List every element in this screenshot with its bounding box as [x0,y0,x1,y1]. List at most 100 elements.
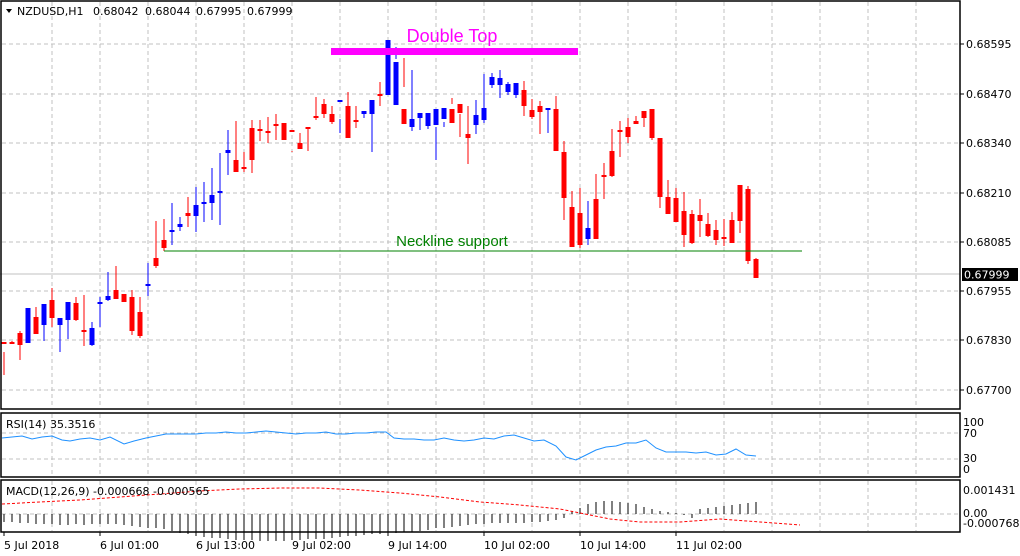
vertical-grid-rsi [51,414,917,476]
open-value: 0.68042 [93,5,139,18]
high-value: 0.68044 [145,5,191,18]
bear-candle [633,121,639,124]
bear-candle [593,199,599,239]
bear-candle [601,175,607,177]
time-axis-label: 5 Jul 2018 [4,539,59,552]
bull-candle [385,40,391,95]
bull-candle [145,284,151,286]
bull-candle [433,109,439,125]
bear-candle [689,214,695,243]
bear-candle [49,300,55,318]
time-axis-label: 6 Jul 01:00 [100,539,159,552]
bear-candle [81,330,87,332]
double-top-label: Double Top [407,26,498,46]
bull-candle [441,108,447,119]
price-axis-label: 0.68595 [966,38,1012,51]
bull-candle [217,191,223,193]
rsi-panel[interactable]: RSI(14) 35.3516 100 70 30 0 [0,412,984,478]
bear-candle [153,258,159,266]
bear-candle [713,230,719,240]
bull-candle [361,111,367,114]
time-axis-label: 6 Jul 13:00 [196,539,255,552]
time-axis-label: 10 Jul 02:00 [484,539,550,552]
bear-candle [297,143,303,149]
bull-candle [513,83,519,95]
symbol-label: NZDUSD,H1 [17,5,84,18]
bull-candle [585,228,591,239]
main-price-panel[interactable]: Double Top Neckline support NZDUSD,H1 0.… [0,0,961,410]
price-axis-label: 0.67700 [966,384,1012,397]
bull-candle [25,308,31,343]
bear-candle [529,110,535,117]
bear-candle [345,106,351,138]
macd-axis-zero: 0.00 [963,507,988,520]
rsi-axis-100: 100 [963,416,984,429]
price-axis-label: 0.67830 [966,334,1012,347]
bear-candle [665,197,671,214]
macd-panel[interactable]: MACD(12,26,9) -0.000668 -0.000565 0.0014… [0,479,1019,541]
bear-candle [553,109,559,151]
bear-candle [449,109,455,123]
bear-candle [1,342,7,344]
bear-candle [657,138,663,197]
triangle-down-icon[interactable] [6,9,12,13]
bear-candle [353,120,359,122]
bull-candle [505,84,511,92]
neckline-support-label: Neckline support [396,233,509,250]
bear-candle [241,167,247,169]
bull-candle [57,318,63,325]
bear-candle [305,127,311,129]
bear-candle [321,104,327,114]
chart-header: NZDUSD,H1 0.68042 0.68044 0.67995 0.6799… [6,5,293,18]
rsi-axis-30: 30 [963,452,977,465]
time-axis-label: 11 Jul 02:00 [676,539,742,552]
bull-candle [105,296,111,300]
horizontal-grid-main [2,43,960,391]
main-panel-border [0,0,961,410]
bear-candle [745,189,751,261]
time-axis[interactable]: 5 Jul 2018 6 Jul 01:00 6 Jul 13:00 9 Jul 02… [3,532,742,552]
bull-candle [497,78,503,85]
bull-candle [89,328,95,345]
bear-candle [257,129,263,131]
bear-candle [265,131,271,133]
bear-candle [569,207,575,247]
bear-candle [129,297,135,331]
bear-candle [625,127,631,137]
macd-axis-max: 0.001431 [963,484,1016,497]
bear-candle [729,220,735,243]
bear-candle [521,90,527,106]
bull-candle [481,108,487,120]
bear-candle [577,213,583,245]
bear-candle [73,303,79,320]
candlestick-series [1,40,759,375]
bear-candle [721,237,727,239]
bear-candle [17,333,23,345]
price-axis-label: 0.68210 [966,187,1012,200]
price-axis-label: 0.67955 [966,285,1012,298]
bear-candle [697,215,703,221]
bear-candle [249,128,255,160]
bear-candle [313,116,319,118]
bull-candle [545,108,551,110]
macd-axis-min: -0.000768 [963,517,1019,530]
time-axis-label: 9 Jul 02:00 [292,539,351,552]
bear-candle [281,123,287,140]
time-axis-label: 10 Jul 14:00 [580,539,646,552]
current-price-tag: 0.67999 [962,268,1018,282]
rsi-panel-border [0,412,961,478]
bear-candle [185,213,191,216]
rsi-axis-0: 0 [963,463,970,476]
time-axis-label: 9 Jul 14:00 [388,539,447,552]
price-axis[interactable]: 0.68595 0.68470 0.68340 0.68210 0.68085 0.679… [960,38,1012,397]
current-price-value: 0.67999 [964,269,1010,282]
price-axis-label: 0.68340 [966,137,1012,150]
bull-candle [41,304,47,325]
bull-candle [209,195,215,203]
bear-candle [673,198,679,222]
bear-candle [609,151,615,176]
bear-candle [329,114,335,122]
bear-candle [401,109,407,124]
bull-candle [425,113,431,126]
